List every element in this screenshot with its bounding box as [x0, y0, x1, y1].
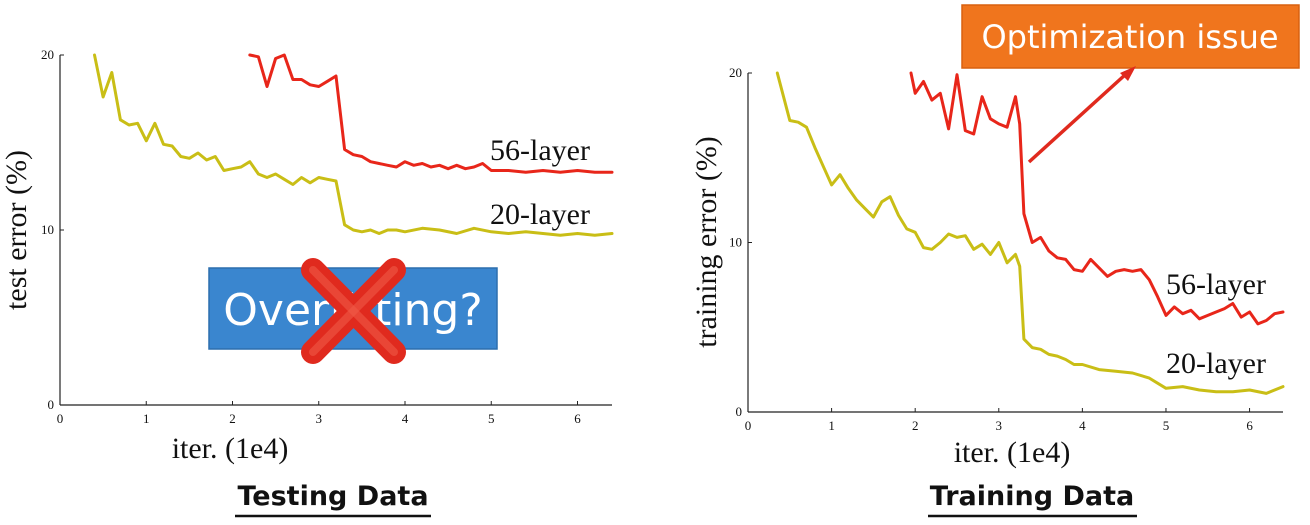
testing-series-line-56-layer: [248, 53, 614, 174]
training-series-line-56-layer: [909, 71, 1285, 326]
training-ticks: 0 1 2 3 4 5 6 0 10 20: [729, 65, 1253, 433]
testing-series-label-20: 20-layer: [490, 198, 590, 231]
arrow-icon: [1027, 66, 1136, 164]
training-series-line-20-layer: [775, 71, 1285, 395]
testing-xtick-label: 5: [488, 411, 495, 426]
overfitting-annotation: Overfitting?: [208, 258, 498, 364]
testing-ticks: 0 1 2 3 4 5 6 0 10 20: [41, 47, 581, 426]
optimization-box: [961, 4, 1300, 69]
training-xtick-label: 6: [1246, 418, 1253, 433]
testing-series-line-20-layer: [93, 53, 614, 237]
training-series-label-20: 20-layer: [1166, 347, 1266, 380]
testing-ylabel: test error (%): [0, 150, 33, 310]
training-xtick-label: 0: [745, 418, 752, 433]
training-ylabel: training error (%): [690, 136, 723, 348]
training-xtick-label: 5: [1163, 418, 1170, 433]
testing-xlabel: iter. (1e4): [172, 432, 289, 465]
cross-icon: [301, 258, 406, 364]
testing-ytick-label: 10: [41, 222, 54, 237]
testing-xtick-label: 2: [229, 411, 236, 426]
training-ytick-label: 10: [729, 235, 742, 250]
training-xtick-label: 2: [912, 418, 919, 433]
training-caption: Training Data: [930, 481, 1134, 512]
training-ytick-label: 20: [729, 65, 742, 80]
testing-ytick-label: 20: [41, 47, 54, 62]
optimization-text: Optimization issue: [981, 18, 1278, 56]
testing-xtick-label: 4: [402, 411, 409, 426]
training-xtick-label: 1: [828, 418, 835, 433]
testing-xtick-label: 1: [143, 411, 150, 426]
optimization-annotation: Optimization issue: [961, 4, 1300, 164]
training-lines: [775, 71, 1285, 395]
testing-ytick-label: 0: [48, 397, 55, 412]
training-xtick-label: 4: [1079, 418, 1086, 433]
testing-caption: Testing Data: [237, 481, 428, 512]
training-ytick-label: 0: [736, 404, 743, 419]
training-xtick-label: 3: [996, 418, 1003, 433]
training-series-label-56: 56-layer: [1166, 268, 1266, 301]
testing-xtick-label: 3: [316, 411, 323, 426]
training-xlabel: iter. (1e4): [954, 436, 1071, 469]
testing-series-label-56: 56-layer: [490, 134, 590, 167]
testing-lines: [93, 53, 614, 237]
testing-xtick-label: 0: [57, 411, 64, 426]
training-chart: 0 1 2 3 4 5 6 0 10 20 iter. (1e4) training error …: [690, 4, 1300, 518]
testing-xtick-label: 6: [574, 411, 581, 426]
